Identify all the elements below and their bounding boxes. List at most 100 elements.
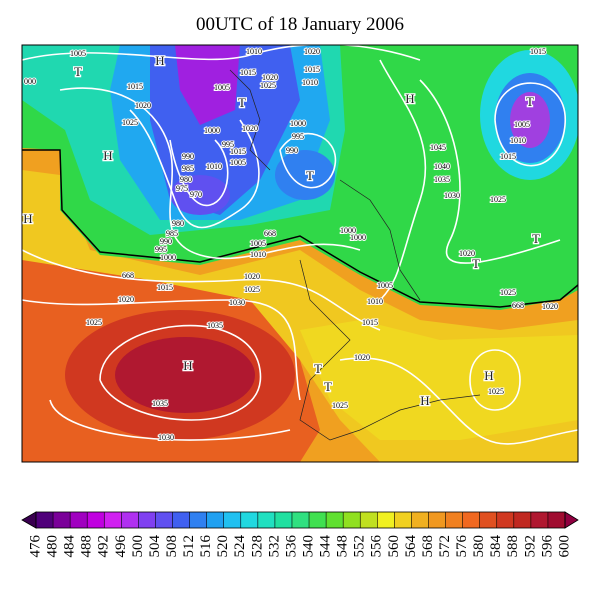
isobar (129, 109, 260, 229)
isobar-label: 990 (160, 237, 172, 246)
colorbar-tick-label: 536 (283, 535, 299, 558)
isobars (22, 45, 578, 445)
isobar-label: 1025 (332, 401, 348, 410)
isobar-label: 995 (155, 245, 167, 254)
colorbar-tick-label: 484 (62, 535, 78, 558)
isobar-label: 1010 (302, 78, 318, 87)
colorbar-swatch (530, 512, 549, 528)
map-labels: 1005 000 T H 1010 1020 1015 1015 1020 1005 1015 102… (22, 46, 559, 443)
isobar-label: 1020 (304, 47, 320, 56)
coastline (339, 179, 421, 301)
colorbar-tick-label: 488 (79, 535, 95, 558)
map-field (22, 45, 578, 462)
colorbar-tick-label: 552 (352, 535, 368, 558)
colorbar-tick-label: 504 (147, 535, 163, 558)
isobar-label: 668 (512, 301, 524, 310)
colorbar-tick-label: 576 (454, 535, 470, 558)
isobar (169, 139, 229, 207)
isobar-label: 995 (292, 132, 304, 141)
isobar-label: 1000 (350, 233, 366, 242)
colorbar-swatch (479, 512, 498, 528)
colorbar-swatch (155, 512, 173, 528)
field-low-2 (275, 150, 335, 200)
isobar-label: 1010 (206, 162, 222, 171)
isobar-label: 995 (222, 140, 234, 149)
field-low-core (170, 175, 230, 215)
pressure-center: T (324, 379, 332, 394)
colorbar-swatch (87, 512, 105, 528)
coastline (229, 69, 271, 171)
isobar (22, 299, 301, 401)
colorbar-swatch (138, 512, 156, 528)
isobar (419, 79, 561, 264)
colorbar-tick-label: 584 (488, 535, 504, 558)
isobar-label: 1010 (250, 250, 266, 259)
colorbar-swatch (360, 512, 378, 528)
isobar-label: 970 (190, 190, 202, 199)
colorbar-swatch (291, 512, 310, 528)
colorbar-tick-label: 564 (403, 535, 419, 558)
isobar (49, 399, 291, 441)
colorbar-swatch (445, 512, 463, 528)
isobar-label: 980 (180, 175, 192, 184)
pressure-center: T (472, 256, 480, 271)
isobar (22, 249, 381, 331)
colorbar-swatch (206, 512, 225, 528)
isobar-label: 1010 (246, 47, 262, 56)
isobar-label: 985 (182, 164, 194, 173)
title: 00UTC of 18 January 2006 (196, 14, 404, 35)
isobar-label: 1040 (434, 162, 450, 171)
colorbar-swatch (411, 512, 429, 528)
isobar-label: 668 (122, 271, 134, 280)
isobar-label: 1045 (430, 143, 446, 152)
isobar-label: 1015 (362, 318, 378, 327)
colorbar-swatch (377, 512, 395, 528)
colorbar-swatch (189, 512, 207, 528)
isobar-label: 1000 (290, 119, 306, 128)
isobar-label: 1010 (367, 297, 383, 306)
isobar-label: 1000 (204, 126, 220, 135)
isobar-label: 1025 (86, 318, 102, 327)
isobar-label: 1005 (214, 83, 230, 92)
isobar-label: 1015 (230, 147, 246, 156)
colorbar-tick-label: 516 (198, 535, 214, 558)
isobar-label: 1025 (122, 118, 138, 127)
isobar-label: 1030 (444, 191, 460, 200)
colorbar-swatch (394, 512, 412, 528)
isobar-label: 1005 (70, 49, 86, 58)
colorbar-tick-label: 540 (300, 535, 316, 558)
colorbar-tick-label: 568 (420, 535, 436, 558)
pressure-center: T (238, 95, 246, 110)
isobar (339, 357, 578, 445)
colorbar-tick-label: 496 (113, 535, 129, 558)
isobar-label: 1025 (490, 195, 506, 204)
colorbar-tick-label: 524 (232, 535, 248, 558)
colorbar-swatch (104, 512, 122, 528)
isobar-label: 1020 (262, 73, 278, 82)
isobar-label: 1035 (434, 175, 450, 184)
pressure-center: H (405, 91, 414, 106)
isobar-label: 1015 (500, 152, 516, 161)
isobar-label: 1015 (304, 65, 320, 74)
pressure-center: H (103, 148, 112, 163)
isobar-label: 1015 (157, 283, 173, 292)
pressure-center: T (526, 94, 534, 109)
isobar-label: 1025 (244, 285, 260, 294)
isobar-label: 1015 (240, 68, 256, 77)
isobar-label: 1035 (207, 321, 223, 330)
colorbar-tick-label: 596 (539, 535, 555, 558)
isobar-label: 1025 (260, 81, 276, 90)
isobar-label: 985 (166, 229, 178, 238)
isobar-label: 1035 (152, 399, 168, 408)
isobar-label: 1030 (158, 433, 174, 442)
pressure-center: H (484, 368, 493, 383)
colorbar-swatch (428, 512, 446, 528)
colorbar-swatch (343, 512, 361, 528)
isobar-label: 1020 (242, 124, 258, 133)
colorbar-tick-label: 480 (45, 535, 61, 558)
isobar (279, 132, 337, 189)
isobar (469, 349, 521, 411)
isobar-label: 1030 (229, 298, 245, 307)
